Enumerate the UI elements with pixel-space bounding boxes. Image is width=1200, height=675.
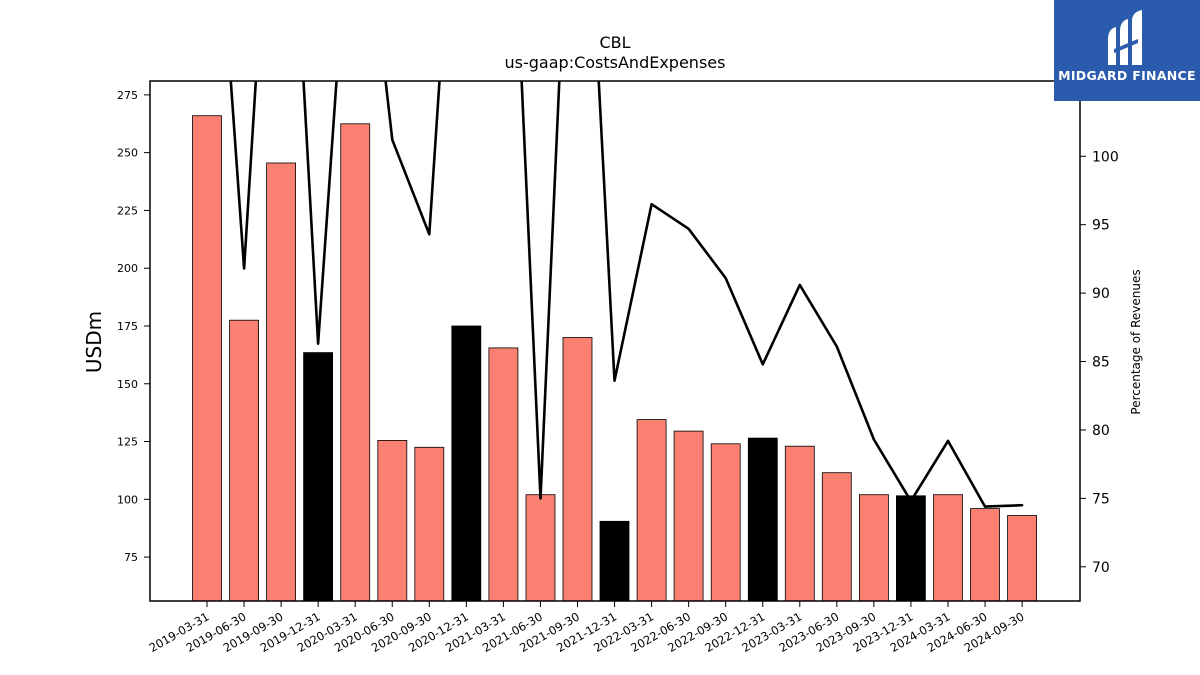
y-tick-label: 275 (117, 89, 138, 102)
bar-2021-12-31 (599, 520, 630, 601)
y-axis-label: USDm (82, 311, 106, 373)
y-tick-label: 225 (117, 204, 138, 217)
bar-2023-12-31 (896, 495, 926, 601)
percentage-of-revenues-line (229, 81, 1024, 508)
bar-2019-03-31 (192, 115, 222, 601)
bar-2023-06-30 (821, 472, 852, 601)
bar-2023-09-30 (859, 494, 889, 601)
y-tick-label: 125 (117, 436, 138, 449)
bar-2024-09-30 (1007, 515, 1037, 601)
y2-axis-label: Percentage of Revenues (1129, 269, 1143, 414)
bar-2024-03-31 (933, 494, 963, 601)
midgard-logo-icon (1108, 10, 1142, 65)
bar-2019-06-30 (229, 319, 260, 601)
y2-tick-label: 95 (1092, 218, 1110, 234)
bar-2021-06-30 (525, 494, 556, 601)
chart-subtitle: us-gaap:CostsAndExpenses (505, 53, 726, 72)
bar-2020-12-31 (451, 325, 482, 601)
bar-2019-12-31 (303, 352, 334, 601)
y2-tick-label: 85 (1092, 355, 1110, 371)
y2-tick-label: 80 (1092, 423, 1110, 439)
logo-text: MIDGARD FINANCE (1058, 68, 1196, 83)
y2-tick-label: 100 (1092, 149, 1119, 165)
bar-2022-09-30 (710, 443, 741, 601)
y2-tick-label: 90 (1092, 286, 1110, 302)
bar-2021-03-31 (488, 347, 519, 601)
y-tick-label: 75 (124, 551, 138, 564)
bar-2020-09-30 (414, 446, 445, 601)
bar-2019-09-30 (266, 162, 297, 601)
y2-tick-label: 75 (1092, 491, 1110, 507)
midgard-finance-logo: MIDGARD FINANCE (1054, 0, 1200, 101)
bar-2022-03-31 (636, 419, 667, 601)
bar-2023-03-31 (784, 445, 815, 601)
bar-2022-06-30 (673, 430, 704, 601)
y-tick-label: 150 (117, 378, 138, 391)
y-tick-label: 200 (117, 262, 138, 275)
y-tick-label: 175 (117, 320, 138, 333)
bar-2020-03-31 (340, 123, 371, 601)
chart-title: CBL (599, 33, 630, 52)
bar-2024-06-30 (970, 508, 1000, 601)
y-tick-label: 100 (117, 493, 138, 506)
bar-2022-12-31 (747, 437, 778, 601)
y-tick-label: 250 (117, 147, 138, 160)
bar-2020-06-30 (377, 439, 408, 601)
y2-tick-label: 70 (1092, 560, 1110, 576)
bar-2021-09-30 (562, 337, 593, 601)
